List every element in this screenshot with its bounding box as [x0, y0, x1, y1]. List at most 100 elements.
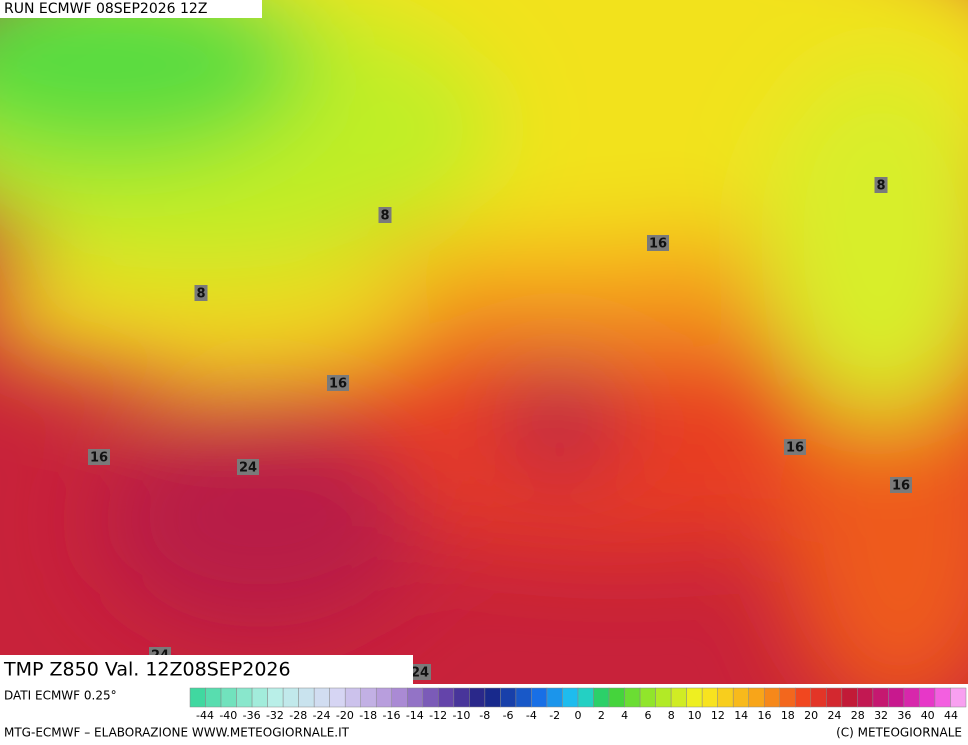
colorbar-label: 18 [781, 709, 795, 722]
colorbar-label: -6 [503, 709, 514, 722]
colorbar-label: -44 [196, 709, 214, 722]
colorbar-swatch [593, 687, 610, 708]
colorbar-swatch [841, 687, 858, 708]
colorbar-label: 44 [944, 709, 958, 722]
colorbar-swatch [531, 687, 548, 708]
colorbar-swatch [267, 687, 284, 708]
colorbar-swatch [438, 687, 455, 708]
colorbar-label: -2 [549, 709, 560, 722]
colorbar-label: 40 [921, 709, 935, 722]
colorbar: -44 -40 -36 -32 -28 -24 -20 -18 -16 -14 -12 -10 -8 -6… [189, 687, 967, 722]
colorbar-swatch [469, 687, 486, 708]
colorbar-label: -28 [289, 709, 307, 722]
colorbar-swatch [857, 687, 874, 708]
colorbar-label: -14 [406, 709, 424, 722]
colorbar-swatch [888, 687, 905, 708]
colorbar-swatch [670, 687, 687, 708]
contour-label-box [327, 375, 349, 391]
colorbar-swatch [748, 687, 765, 708]
colorbar-label: -8 [479, 709, 490, 722]
colorbar-label: 2 [598, 709, 605, 722]
source-label: DATI ECMWF 0.25° [4, 689, 117, 703]
contour-label: 8 [196, 287, 205, 302]
colorbar-swatch [872, 687, 889, 708]
contour-label-box [409, 664, 431, 680]
colorbar-swatch [934, 687, 951, 708]
run-label: RUN ECMWF 08SEP2026 12Z [4, 1, 207, 17]
colorbar-label: -18 [359, 709, 377, 722]
header-box [0, 0, 262, 18]
colorbar-label: -20 [336, 709, 354, 722]
colorbar-swatch [763, 687, 781, 708]
colorbar-swatch [732, 687, 749, 708]
colorbar-swatch [329, 687, 346, 708]
colorbar-swatch [236, 687, 253, 708]
colorbar-swatch [701, 687, 718, 708]
contour-label-box [237, 459, 259, 475]
colorbar-swatch [220, 687, 237, 708]
map-title: TMP Z850 Val. 12Z08SEP2026 [3, 659, 291, 681]
contour-label: 16 [90, 451, 108, 466]
colorbar-swatch [515, 687, 532, 708]
colorbar-swatch [686, 687, 703, 708]
colorbar-label: 20 [804, 709, 818, 722]
colorbar-swatch [795, 687, 812, 708]
colorbar-label: 6 [644, 709, 651, 722]
colorbar-swatch [500, 687, 517, 708]
contour-label: 24 [239, 461, 257, 476]
contour-label: 8 [380, 209, 389, 224]
colorbar-swatch [453, 687, 470, 708]
colorbar-label: 32 [874, 709, 888, 722]
colorbar-swatch [360, 687, 377, 708]
colorbar-swatch [624, 687, 641, 708]
colorbar-swatch [546, 687, 563, 708]
contour-label-box [890, 477, 912, 493]
colorbar-swatch [826, 687, 843, 708]
colorbar-swatch [919, 687, 936, 708]
colorbar-label: 14 [734, 709, 748, 722]
colorbar-label: -12 [429, 709, 447, 722]
colorbar-label: 8 [668, 709, 675, 722]
footer-right: (C) METEOGIORNALE [836, 726, 962, 740]
contour-label-box [88, 449, 110, 465]
colorbar-swatch [205, 687, 222, 708]
contour-label: 16 [329, 377, 347, 392]
colorbar-swatch [484, 687, 501, 708]
colorbar-swatch [298, 687, 315, 708]
contour-label-box [647, 235, 669, 251]
colorbar-label: -4 [526, 709, 537, 722]
colorbar-swatch [251, 687, 268, 708]
colorbar-swatch [717, 687, 734, 708]
colorbar-swatch [577, 687, 594, 708]
colorbar-swatch [344, 687, 361, 708]
colorbar-label: -16 [383, 709, 401, 722]
colorbar-swatch [562, 687, 579, 708]
colorbar-label: 4 [621, 709, 628, 722]
colorbar-label: -24 [313, 709, 331, 722]
colorbar-swatch [903, 687, 920, 708]
colorbar-swatch [950, 687, 967, 708]
colorbar-label: 16 [758, 709, 772, 722]
colorbar-swatch [391, 687, 408, 708]
colorbar-swatch [282, 687, 299, 708]
colorbar-swatch [375, 687, 393, 708]
colorbar-label: 0 [575, 709, 582, 722]
colorbar-label: 24 [827, 709, 841, 722]
colorbar-swatch [422, 687, 439, 708]
temperature-map [0, 0, 968, 686]
contour-label: 16 [892, 479, 910, 494]
colorbar-label: -40 [219, 709, 237, 722]
colorbar-label: 10 [688, 709, 702, 722]
contour-label-box [378, 207, 392, 223]
colorbar-swatch [608, 687, 625, 708]
contour-label-box [784, 439, 806, 455]
contour-label: 8 [876, 179, 885, 194]
colorbar-label: -36 [243, 709, 261, 722]
contour-label: 16 [786, 441, 804, 456]
colorbar-label: 28 [851, 709, 865, 722]
contour-label: 24 [411, 666, 429, 681]
colorbar-swatch [313, 687, 330, 708]
colorbar-swatch [655, 687, 672, 708]
colorbar-label: -10 [452, 709, 470, 722]
contour-label-box [194, 285, 208, 301]
